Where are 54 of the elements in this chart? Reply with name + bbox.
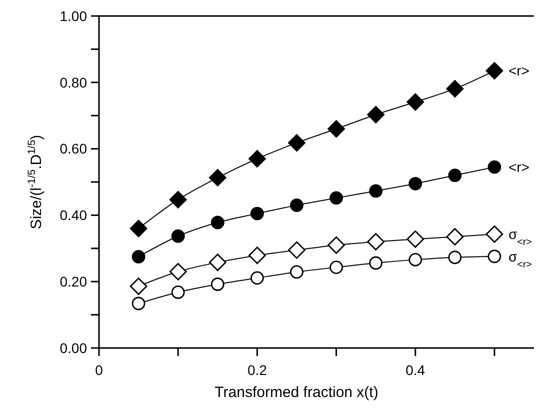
point [210,278,224,291]
point [486,62,504,80]
point [369,256,383,270]
point [446,228,464,246]
point [486,225,504,243]
point [446,80,464,98]
point [208,254,226,272]
point [448,168,462,182]
point [367,233,385,250]
point [169,190,187,208]
y-tick-label: 0.40 [60,207,88,224]
point [488,160,502,174]
point [208,168,226,186]
y-tick-label: 0.00 [60,340,88,356]
x-tick-label: 0.2 [247,362,268,378]
point [330,191,343,205]
point [132,296,146,310]
point [367,106,385,124]
point [408,252,422,266]
series-label: <r> [508,158,530,175]
y-tick-label: 0.60 [60,140,88,157]
point [448,250,462,264]
point [130,278,148,295]
point [171,286,185,299]
point [130,220,148,238]
point [328,236,345,254]
point [250,271,264,285]
point [288,134,306,152]
series-label: σ$_{<r>}$ [508,226,532,248]
x-axis-title: Transformed fraction x(t) [214,384,378,401]
point [210,216,224,230]
y-tick-label: 0.20 [60,274,88,290]
x-tick-label: 0 [95,362,104,378]
point [290,265,304,279]
series-label: σ$_{<r>}$ [508,248,532,270]
point [330,260,343,274]
point [406,230,424,248]
point [408,176,422,190]
point [328,120,345,138]
x-tick-label: 0.4 [406,362,426,378]
point [488,250,502,264]
point [290,198,304,212]
point [248,150,266,168]
point [169,262,187,280]
point [288,241,306,259]
y-tick-label: 0.80 [60,74,88,90]
point [369,184,383,198]
y-tick-label: 1.00 [60,8,88,24]
series-label: <r> [508,62,530,79]
point [406,93,424,111]
point [132,250,146,264]
point [171,229,185,243]
point [250,206,264,220]
point [248,246,266,264]
